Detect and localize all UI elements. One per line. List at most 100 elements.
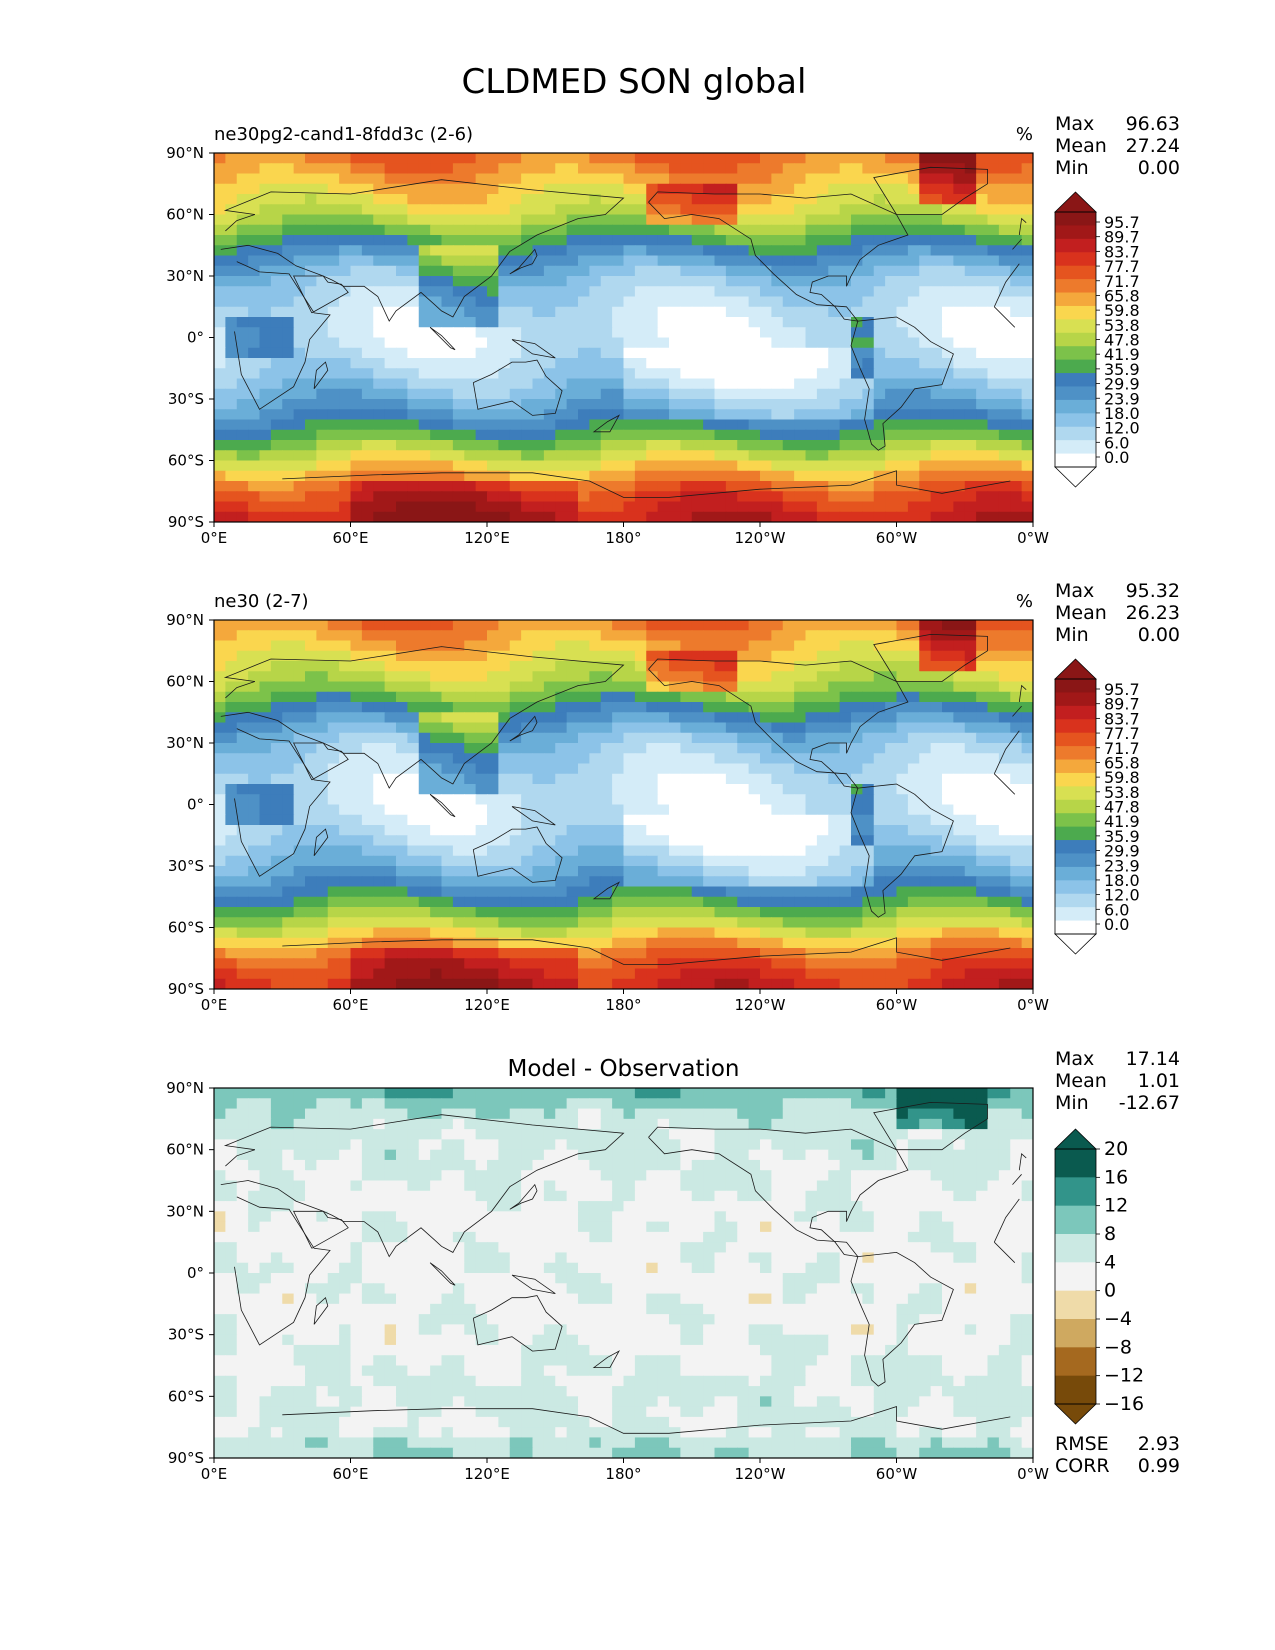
contour-cell [839,440,852,451]
contour-cell [896,224,909,236]
contour-cell [998,661,1011,672]
contour-cell [851,255,863,267]
contour-cell [316,855,329,867]
contour-cell [805,896,818,908]
contour-cell [760,866,772,877]
contour-cell [816,876,829,888]
contour-cell [475,204,488,216]
contour-cell [680,630,693,642]
contour-cell [760,886,772,898]
contour-cell [521,163,534,175]
contour-cell [373,927,386,939]
contour-cell [873,255,886,267]
contour-cell [475,620,488,631]
contour-cell [851,896,863,908]
contour-cell [339,265,352,277]
contour-cell [452,194,465,205]
contour-cell [657,245,670,257]
contour-cell [589,491,602,503]
contour-cell [987,814,1000,826]
contour-cell [452,296,465,308]
contour-cell [634,306,647,318]
contour-cell [998,470,1011,482]
contour-cell [839,661,852,672]
colorbar-segment [1055,399,1096,414]
contour-cell [441,460,454,472]
contour-cell [487,866,499,877]
contour-cell [282,235,295,246]
contour-cell [452,691,465,703]
contour-cell [498,937,511,949]
contour-cell [771,640,784,652]
contour-cell [1010,511,1023,522]
contour-cell [339,681,352,693]
contour-cell [578,773,590,785]
contour-cell [509,773,522,785]
contour-cell [851,743,863,754]
contour-cell [509,886,522,898]
contour-cell [964,214,977,226]
contour-cell [475,183,488,195]
contour-cell [942,214,954,226]
contour-cell [976,399,989,410]
contour-cell [771,276,784,287]
contour-cell [771,937,784,949]
contour-cell [407,661,420,672]
contour-cell [384,163,397,175]
contour-cell [942,470,954,482]
contour-cell [270,896,283,908]
contour-cell [919,825,932,836]
contour-cell [907,429,920,441]
contour-cell [464,927,477,939]
contour-cell [566,896,579,908]
contour-cell [418,368,431,380]
contour-cell [976,825,989,836]
contour-cell [703,855,716,867]
contour-cell [248,491,261,503]
contour-cell [634,194,647,205]
contour-cell [942,204,954,216]
contour-cell [1010,794,1023,806]
contour-cell [862,286,875,298]
contour-cell [953,896,966,908]
contour-cell [634,732,647,744]
contour-cell [1010,845,1023,857]
contour-cell [566,173,579,185]
contour-cell [578,907,590,918]
contour-cell [782,927,795,939]
contour-cell [680,317,693,328]
contour-cell [407,265,420,277]
contour-cell [384,661,397,672]
contour-cell [828,650,841,662]
contour-cell [361,368,374,380]
contour-cell [555,317,568,328]
contour-cell [907,511,920,522]
contour-cell [1010,399,1023,410]
contour-cell [578,630,590,642]
contour-cell [600,214,613,226]
contour-cell [566,886,579,898]
contour-cell [646,429,659,441]
contour-cell [509,235,522,246]
contour-cell [737,511,750,522]
contour-cell [578,429,590,441]
contour-cell [464,501,477,513]
contour-cell [953,481,966,492]
contour-cell [589,835,602,847]
contour-cell [578,347,590,359]
y-tick-label: 0° [187,329,204,347]
contour-cell [771,773,784,785]
contour-cell [805,661,818,672]
contour-cell [725,804,738,816]
contour-cell [543,773,556,785]
contour-cell [1021,876,1033,888]
contour-cell [930,255,943,267]
contour-cell [669,194,681,205]
contour-cell [646,409,659,421]
contour-cell [430,337,443,349]
contour-cell [259,640,272,652]
contour-cell [794,317,807,328]
contour-cell [737,173,750,185]
contour-cell [600,245,613,257]
contour-cell [1010,671,1023,683]
